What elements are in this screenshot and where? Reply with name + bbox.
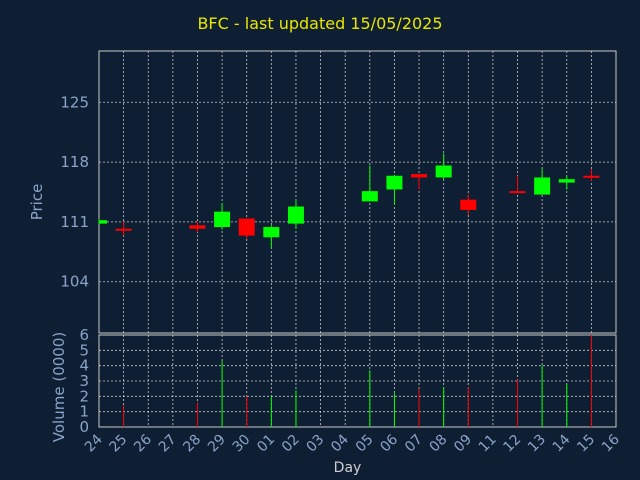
day-tick-label: 29 bbox=[205, 432, 229, 456]
price-tick-label: 104 bbox=[60, 273, 89, 291]
candle-body bbox=[99, 220, 107, 224]
volume-tick-label: 1 bbox=[79, 403, 89, 421]
chart-title: BFC - last updated 15/05/2025 bbox=[197, 14, 443, 33]
candle-body bbox=[558, 179, 575, 183]
day-tick-label: 16 bbox=[599, 431, 623, 455]
day-tick-label: 02 bbox=[279, 432, 303, 456]
price-tick-label: 111 bbox=[60, 213, 89, 231]
candle-body bbox=[361, 191, 378, 202]
day-tick-label: 11 bbox=[476, 432, 500, 456]
day-tick-label: 25 bbox=[107, 432, 131, 456]
candle-body bbox=[189, 225, 206, 229]
price-tick-label: 125 bbox=[60, 93, 89, 111]
day-tick-label: 27 bbox=[156, 432, 180, 456]
day-tick-label: 28 bbox=[180, 432, 204, 456]
day-tick-label: 01 bbox=[254, 432, 278, 456]
day-tick-label: 04 bbox=[328, 431, 352, 455]
day-tick-label: 14 bbox=[550, 431, 574, 455]
candle-body bbox=[534, 177, 551, 195]
candle-body bbox=[263, 227, 280, 238]
volume-axis-label: Volume (0000) bbox=[50, 332, 68, 442]
candle-body bbox=[115, 228, 132, 231]
price-tick-label: 118 bbox=[60, 153, 89, 171]
volume-tick-label: 6 bbox=[79, 326, 89, 344]
candle-body bbox=[386, 175, 403, 190]
volume-tick-label: 2 bbox=[79, 387, 89, 405]
day-tick-label: 12 bbox=[500, 432, 524, 456]
volume-tick-label: 5 bbox=[79, 341, 89, 359]
day-tick-label: 05 bbox=[353, 432, 377, 456]
candle-body bbox=[435, 165, 452, 178]
day-tick-label: 03 bbox=[303, 432, 327, 456]
day-tick-label: 09 bbox=[451, 432, 475, 456]
candle-body bbox=[214, 211, 231, 228]
candle-body bbox=[287, 206, 304, 224]
day-tick-label: 06 bbox=[377, 431, 401, 455]
candle-body bbox=[411, 174, 428, 178]
candle-body bbox=[509, 191, 526, 194]
volume-tick-label: 4 bbox=[79, 357, 89, 375]
day-tick-label: 13 bbox=[525, 432, 549, 456]
price-axis-label: Price bbox=[28, 184, 46, 221]
candle-body bbox=[238, 218, 255, 236]
volume-tick-label: 0 bbox=[79, 418, 89, 436]
candle-body bbox=[583, 175, 600, 178]
day-tick-label: 26 bbox=[131, 431, 155, 455]
day-tick-label: 07 bbox=[402, 432, 426, 456]
candle-body bbox=[460, 199, 477, 210]
volume-panel-frame bbox=[98, 334, 617, 428]
day-tick-label: 15 bbox=[574, 432, 598, 456]
volume-tick-label: 3 bbox=[79, 372, 89, 390]
day-tick-label: 30 bbox=[230, 432, 254, 456]
x-axis-label: Day bbox=[334, 460, 362, 476]
day-tick-label: 08 bbox=[427, 432, 451, 456]
price-panel-frame bbox=[98, 50, 617, 334]
